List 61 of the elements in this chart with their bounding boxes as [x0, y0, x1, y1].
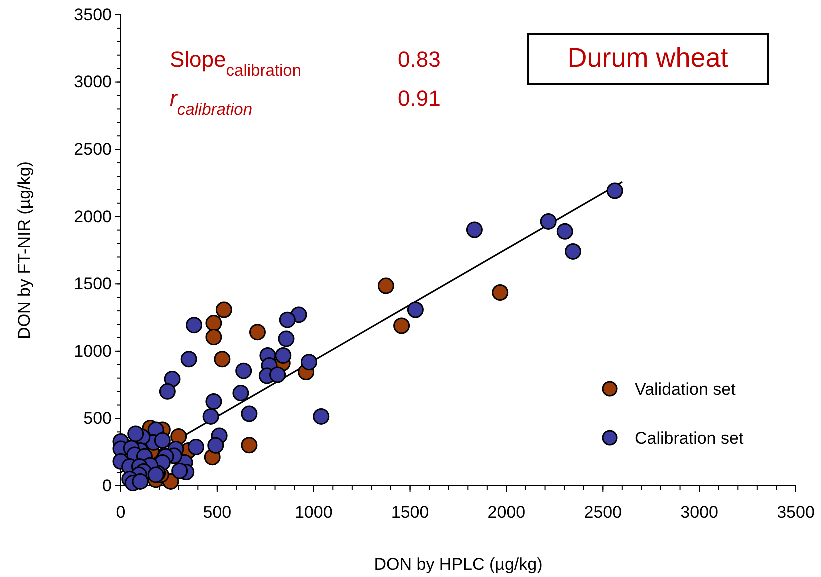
x-tick-label: 1000: [294, 503, 333, 522]
point: [466, 222, 483, 238]
point: [214, 351, 231, 368]
x-tick-label: 2000: [488, 503, 526, 522]
annotation: r$_{calibration}$: [170, 86, 253, 119]
y-tick-label: 2500: [74, 140, 112, 160]
y-tick-label: 1000: [74, 342, 112, 361]
point: [565, 243, 582, 260]
point: [236, 362, 252, 380]
point: [154, 432, 171, 449]
point: [492, 284, 509, 302]
point: [208, 437, 224, 454]
x-tick-label: 3500: [777, 503, 815, 522]
point: [164, 371, 181, 388]
point: [313, 408, 330, 425]
y-axis-title: DON by FT-NIR (µg/kg): [15, 162, 34, 340]
y-tick-label: 500: [84, 409, 112, 428]
point: [186, 317, 203, 334]
point: [275, 347, 292, 364]
point: [172, 462, 188, 480]
x-tick-label: 500: [203, 503, 232, 522]
point: [540, 213, 557, 230]
point: [249, 324, 266, 341]
y-tick-label: 0: [102, 476, 112, 496]
x-tick-label: 1500: [391, 503, 430, 522]
point: [556, 223, 574, 240]
point: [188, 438, 204, 456]
annotation: 0.91: [398, 86, 441, 111]
y-tick-label: 3500: [74, 5, 112, 24]
point: [132, 473, 149, 490]
point: [278, 330, 295, 348]
point: [202, 408, 220, 425]
point: [378, 278, 394, 294]
legend-label: Calibration set: [635, 429, 744, 448]
point: [394, 318, 410, 334]
x-axis-title: DON by HPLC (µg/kg): [374, 555, 543, 574]
point: [180, 351, 198, 368]
point: [159, 383, 176, 400]
point: [279, 312, 296, 328]
annotation: Slope$_{calibration}$: [170, 47, 302, 80]
legend-label: Validation set: [635, 380, 736, 399]
x-tick-label: 0: [116, 503, 126, 522]
y-tick-label: 1500: [74, 274, 112, 294]
point: [241, 437, 258, 454]
annotation: 0.83: [398, 47, 441, 72]
y-tick-label: 3000: [74, 72, 112, 92]
point: [206, 315, 222, 332]
point: [128, 426, 144, 442]
text: Durum wheat: [568, 43, 729, 73]
point: [606, 182, 624, 200]
x-tick-label: 3000: [680, 503, 718, 522]
point: [206, 394, 222, 410]
point: [270, 366, 286, 384]
point: [206, 329, 222, 346]
point: [407, 302, 424, 318]
point: [241, 406, 258, 422]
point: [300, 354, 318, 371]
y-tick-label: 2000: [74, 207, 112, 226]
point: [232, 385, 250, 402]
point: [216, 302, 232, 318]
x-tick-label: 2500: [584, 503, 622, 522]
